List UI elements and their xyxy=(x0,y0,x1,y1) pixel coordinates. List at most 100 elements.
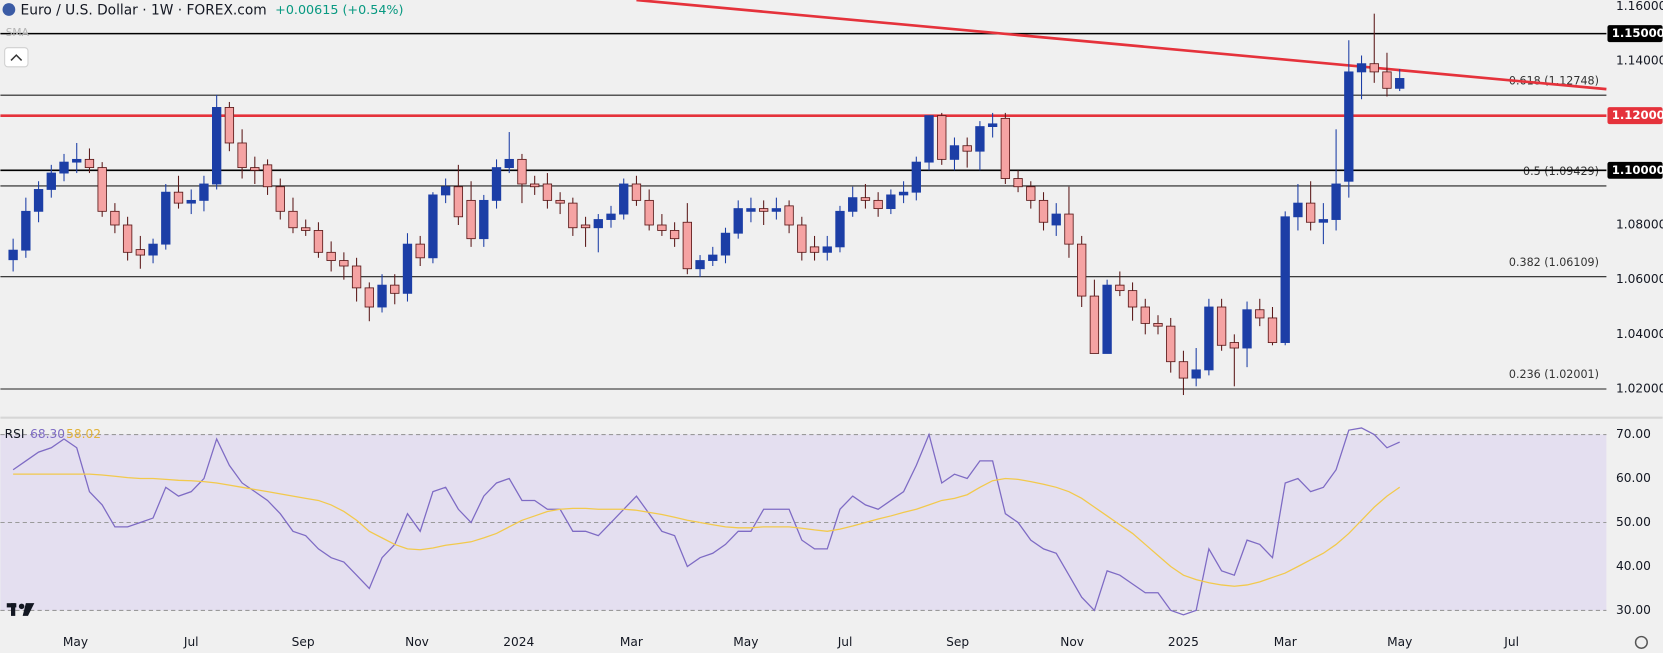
candle-body xyxy=(1331,183,1341,220)
candle-body xyxy=(135,249,146,256)
candle-body xyxy=(962,145,972,152)
candle-body xyxy=(580,224,591,229)
rsi-tick-label: 50.00 xyxy=(1616,515,1651,529)
candle-body xyxy=(491,167,502,201)
candle-body xyxy=(1102,284,1112,354)
candle-body xyxy=(33,189,44,212)
candle-body xyxy=(822,246,832,253)
candle-body xyxy=(937,115,947,160)
candle-body xyxy=(1000,117,1011,179)
candle-body xyxy=(59,161,69,174)
candle-body xyxy=(504,158,514,169)
x-tick-label: Mar xyxy=(620,635,644,649)
x-tick-label: 2024 xyxy=(503,635,534,649)
candle-body xyxy=(390,284,400,294)
candle-body xyxy=(555,199,565,204)
candle-body xyxy=(1127,290,1138,308)
candle-body xyxy=(428,194,438,259)
candle-body xyxy=(161,191,171,245)
x-tick-label: May xyxy=(63,635,88,649)
candle-body xyxy=(1115,284,1125,292)
fib-label: 0.236 (1.02001) xyxy=(1509,368,1599,381)
rsi-tick-label: 30.00 xyxy=(1616,603,1651,617)
candle-body xyxy=(657,224,667,231)
candle-body xyxy=(1204,306,1214,371)
collapse-icon xyxy=(10,54,23,61)
price-label: 1.10000 xyxy=(1612,163,1663,177)
y-tick-label: 1.04000 xyxy=(1616,327,1663,341)
candle-body xyxy=(275,186,285,212)
x-tick-label: Mar xyxy=(1274,635,1298,649)
candle-body xyxy=(351,265,362,289)
rsi-line xyxy=(13,473,1401,587)
candle-body xyxy=(758,208,769,212)
collapse-button[interactable] xyxy=(4,47,29,68)
candle-body xyxy=(975,126,985,152)
chart-title: Euro / U.S. Dollar · 1W · FOREX.com xyxy=(21,3,267,19)
candle-body xyxy=(479,199,489,240)
candle-body xyxy=(1064,213,1074,245)
candle-body xyxy=(809,246,820,253)
candle-body xyxy=(886,194,896,210)
x-tick-label: Jul xyxy=(837,635,853,649)
candle-body xyxy=(173,191,184,204)
ma-value: 58.02 xyxy=(66,427,101,441)
logo xyxy=(6,603,35,616)
x-tick-label: May xyxy=(1387,635,1412,649)
candle-body xyxy=(949,145,960,160)
pane-separator xyxy=(0,416,1663,419)
candle-body xyxy=(682,221,692,270)
candle-body xyxy=(848,197,858,212)
candle-body xyxy=(288,210,298,229)
candle-body xyxy=(1166,325,1176,363)
candle-body xyxy=(1369,63,1379,73)
candle-body xyxy=(364,287,374,308)
fib-label: 0.382 (1.06109) xyxy=(1509,256,1599,269)
x-tick-label: Nov xyxy=(1060,635,1084,649)
candle-body xyxy=(835,210,845,248)
rsi-tick-label: 40.00 xyxy=(1616,559,1651,573)
price-label-box xyxy=(1607,107,1663,125)
candle-body xyxy=(631,183,642,201)
candle-body xyxy=(440,186,451,196)
candle-body xyxy=(542,183,553,201)
candle-body xyxy=(771,208,782,212)
candle-body xyxy=(1051,213,1061,226)
rsi-value: 68.30 xyxy=(30,427,65,441)
candle-body xyxy=(1382,71,1392,89)
candle-body xyxy=(1293,202,1303,218)
rsi-title: RSI xyxy=(5,427,25,441)
candle-body xyxy=(466,199,476,240)
rsi-line xyxy=(12,427,1400,616)
candle-body xyxy=(84,158,95,169)
candle-body xyxy=(1255,309,1265,319)
candle-body xyxy=(8,249,18,261)
candle-body xyxy=(224,107,235,144)
indicator-label: SMA xyxy=(6,27,30,39)
candle-body xyxy=(46,172,56,190)
candle-body xyxy=(122,224,133,253)
fib-label: 0.5 (1.09429) xyxy=(1523,165,1599,178)
candle-body xyxy=(733,208,743,234)
candle-body xyxy=(1305,202,1316,223)
settings-icon[interactable] xyxy=(1634,635,1648,649)
candle-body xyxy=(797,224,807,253)
x-tick-label: Nov xyxy=(405,635,429,649)
candle-body xyxy=(669,230,680,240)
price-change: +0.00615 (+0.54%) xyxy=(275,2,403,17)
candle-body xyxy=(1242,309,1252,349)
candle-body xyxy=(1089,295,1100,354)
candle-body xyxy=(237,142,247,169)
candle-body xyxy=(1344,71,1354,182)
y-tick-label: 1.16000 xyxy=(1616,0,1663,13)
candle-body xyxy=(110,210,120,226)
candle-body xyxy=(1356,63,1367,73)
candle-body xyxy=(186,199,196,204)
x-tick-label: Sep xyxy=(292,635,315,649)
candle-body xyxy=(593,219,603,229)
candle-body xyxy=(1267,317,1278,343)
candle-body xyxy=(339,260,349,267)
candle-body xyxy=(1178,361,1189,379)
candle-body xyxy=(301,227,311,231)
